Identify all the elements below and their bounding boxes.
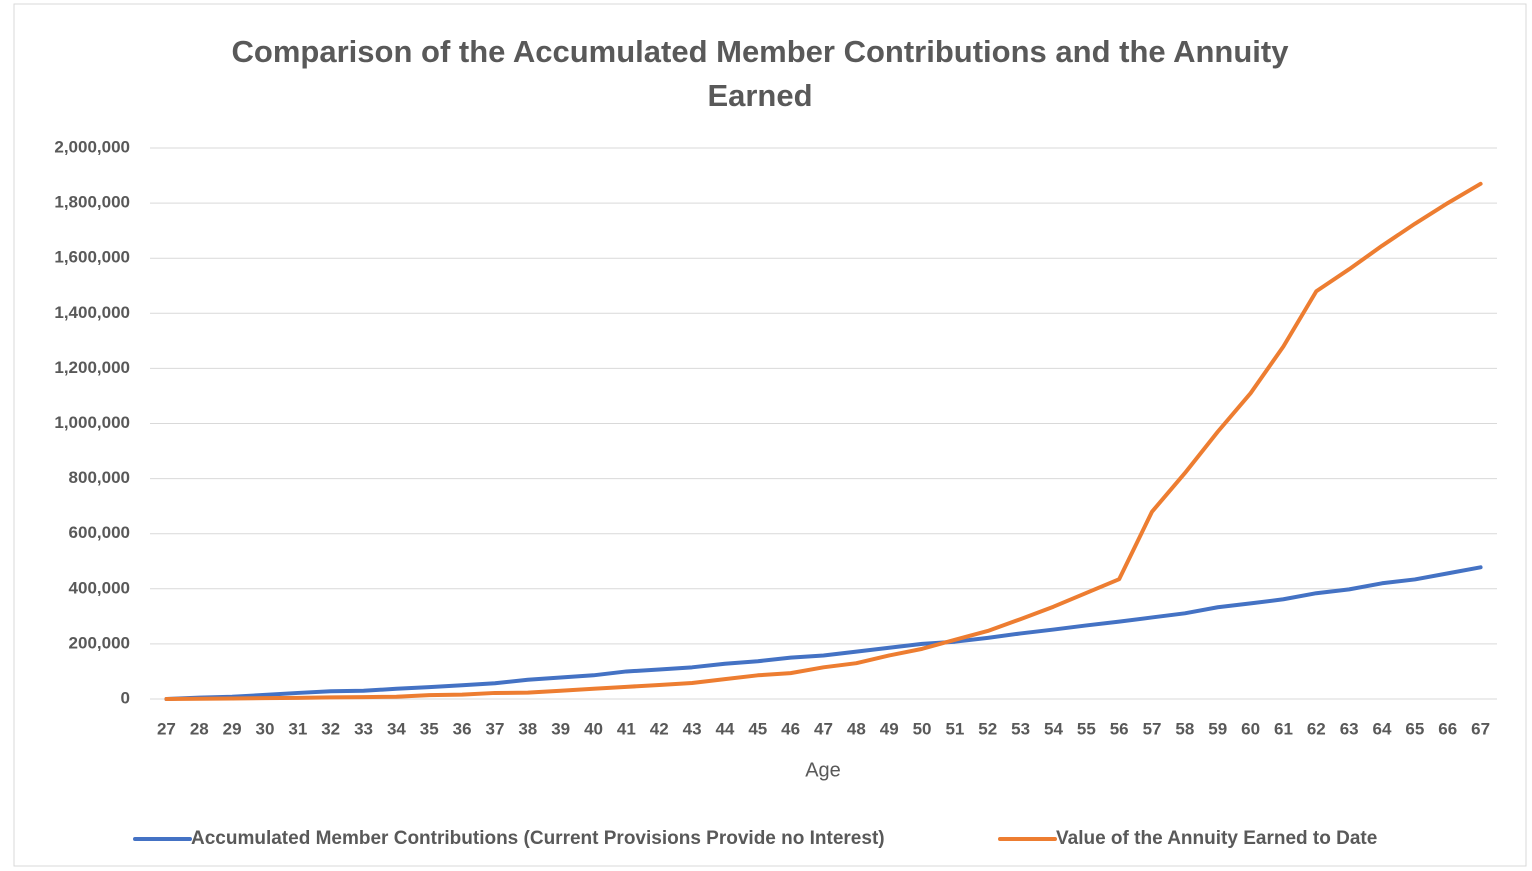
legend-label: Value of the Annuity Earned to Date	[1056, 828, 1377, 849]
x-tick-label: 40	[584, 719, 603, 738]
x-tick-label: 56	[1110, 719, 1129, 738]
x-tick-label: 55	[1077, 719, 1096, 738]
x-tick-label: 60	[1241, 719, 1260, 738]
x-tick-label: 53	[1011, 719, 1030, 738]
x-tick-label: 52	[978, 719, 997, 738]
x-tick-label: 49	[880, 719, 899, 738]
x-tick-label: 63	[1340, 719, 1359, 738]
x-tick-label: 30	[256, 719, 275, 738]
y-tick-label: 1,000,000	[54, 413, 130, 432]
x-tick-label: 28	[190, 719, 209, 738]
x-tick-label: 47	[814, 719, 833, 738]
x-tick-label: 32	[321, 719, 340, 738]
y-tick-label: 1,200,000	[54, 358, 130, 377]
x-tick-label: 61	[1274, 719, 1293, 738]
y-tick-label: 400,000	[69, 578, 130, 597]
x-tick-label: 37	[486, 719, 505, 738]
y-tick-label: 800,000	[69, 468, 130, 487]
x-tick-label: 50	[913, 719, 932, 738]
x-tick-label: 51	[945, 719, 964, 738]
x-tick-label: 34	[387, 719, 406, 738]
x-tick-label: 59	[1208, 719, 1227, 738]
x-tick-label: 43	[683, 719, 702, 738]
y-tick-label: 200,000	[69, 633, 130, 652]
x-tick-label: 27	[157, 719, 176, 738]
x-tick-label: 38	[518, 719, 537, 738]
x-tick-label: 54	[1044, 719, 1063, 738]
x-tick-label: 33	[354, 719, 373, 738]
x-tick-label: 65	[1405, 719, 1424, 738]
y-tick-label: 0	[121, 688, 130, 707]
x-tick-label: 62	[1307, 719, 1326, 738]
x-tick-label: 48	[847, 719, 866, 738]
x-tick-label: 42	[650, 719, 669, 738]
x-tick-label: 29	[223, 719, 242, 738]
x-tick-label: 57	[1143, 719, 1162, 738]
legend-label: Accumulated Member Contributions (Curren…	[191, 828, 885, 849]
y-tick-label: 1,800,000	[54, 193, 130, 212]
x-tick-label: 67	[1471, 719, 1490, 738]
x-tick-label: 35	[420, 719, 439, 738]
x-axis-label: Age	[805, 759, 841, 781]
y-tick-label: 1,600,000	[54, 248, 130, 267]
x-tick-label: 41	[617, 719, 636, 738]
chart-title: Comparison of the Accumulated Member Con…	[231, 34, 1289, 113]
x-tick-label: 39	[551, 719, 570, 738]
x-tick-label: 58	[1175, 719, 1194, 738]
chart-border	[13, 3, 1527, 867]
x-tick-label: 66	[1438, 719, 1457, 738]
series-line	[164, 565, 1483, 701]
y-tick-label: 1,400,000	[54, 303, 130, 322]
y-tick-label: 600,000	[69, 523, 130, 542]
x-tick-label: 64	[1373, 719, 1392, 738]
x-tick-label: 36	[453, 719, 472, 738]
series-line	[164, 181, 1483, 701]
x-tick-label: 31	[288, 719, 307, 738]
x-tick-label: 44	[715, 719, 734, 738]
x-tick-label: 46	[781, 719, 800, 738]
y-tick-label: 2,000,000	[54, 137, 130, 156]
x-tick-label: 45	[748, 719, 767, 738]
